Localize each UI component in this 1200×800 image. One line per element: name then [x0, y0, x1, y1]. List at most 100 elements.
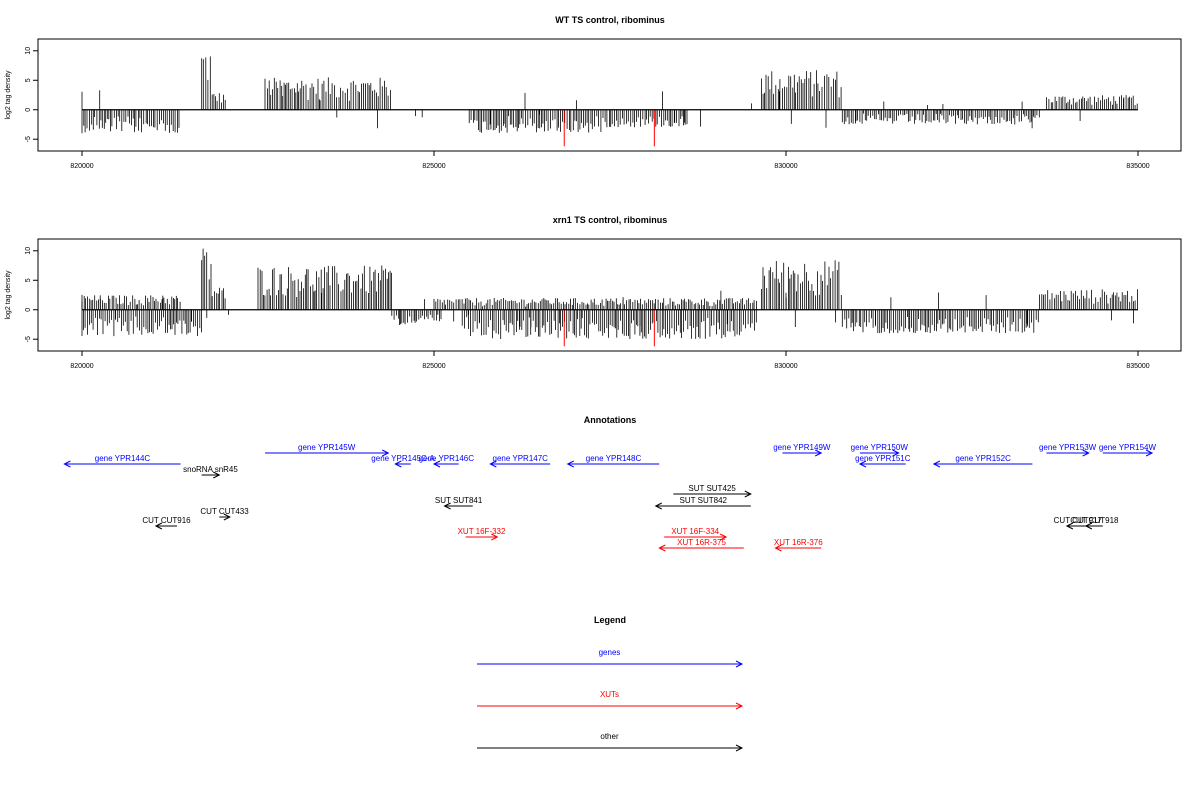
density-bars	[81, 56, 1138, 134]
y-tick-label: 10	[25, 47, 32, 55]
feature-label: gene YPR153W	[1039, 443, 1097, 452]
arrow-head	[566, 460, 574, 468]
annotation-feature: gene YPR150W	[851, 443, 908, 457]
arrow-head	[744, 490, 752, 498]
feature-label: SUT SUT425	[688, 484, 736, 493]
x-tick-label: 830000	[774, 163, 797, 170]
feature-label: gene YPR149W	[773, 443, 831, 452]
arrow-head	[932, 460, 941, 468]
y-tick-label: 0	[25, 308, 32, 312]
xrn1-density-panel: xrn1 TS control, ribominus log2 tag dens…	[5, 215, 1182, 370]
annotation-feature: CUT CUT916	[142, 516, 191, 530]
arrow-head	[774, 544, 782, 552]
legend: Legend genes XUTs other	[477, 615, 744, 752]
legend-item: genes	[477, 648, 744, 668]
x-axis: 820000 825000 830000 835000	[70, 151, 1150, 170]
feature-label: gene YPR146C	[419, 454, 475, 463]
feature-label: XUT 16F-334	[671, 527, 719, 536]
arrow-head	[491, 533, 499, 541]
annotation-feature: gene YPR149W	[773, 443, 831, 457]
legend-items: genes XUTs other	[477, 648, 744, 752]
x-tick-label: 820000	[70, 163, 93, 170]
annotation-feature: gene YPR148C	[566, 454, 660, 468]
feature-label: gene YPR154W	[1099, 443, 1157, 452]
annotation-feature: XUT 16F-332	[458, 527, 506, 541]
annotation-feature: CUT CUT433	[200, 507, 249, 521]
legend-label: XUTs	[600, 690, 619, 699]
arrow-head	[735, 702, 744, 710]
arrow-head	[814, 449, 823, 457]
panel-title: WT TS control, ribominus	[555, 15, 665, 25]
legend-item: other	[477, 732, 744, 752]
feature-label: gene YPR145C-A	[371, 454, 435, 463]
y-tick-label: -5	[25, 136, 32, 142]
feature-label: SUT SUT841	[435, 496, 483, 505]
legend-label: other	[600, 732, 619, 741]
arrow-head	[394, 460, 402, 468]
x-tick-label: 825000	[422, 363, 445, 370]
arrow-head	[213, 471, 221, 479]
annotation-feature: gene YPR153W	[1039, 443, 1097, 457]
annotation-feature: gene YPR144C	[63, 454, 181, 468]
feature-label: CUT CUT916	[142, 516, 191, 525]
feature-label: gene YPR145W	[298, 443, 356, 452]
arrow-head	[489, 460, 497, 468]
legend-title: Legend	[594, 615, 626, 625]
red-marker-lines	[563, 309, 655, 347]
feature-label: snoRNA snR45	[183, 465, 238, 474]
annotation-feature: XUT 16F-334	[664, 527, 728, 541]
y-tick-label: 5	[25, 78, 32, 82]
legend-label: genes	[599, 648, 621, 657]
feature-label: XUT 16F-332	[458, 527, 506, 536]
annotation-feature: SUT SUT841	[435, 496, 483, 510]
feature-label: gene YPR148C	[586, 454, 642, 463]
annotation-feature: CUT CUT918	[1070, 516, 1119, 530]
annotation-feature: SUT SUT425	[673, 484, 752, 498]
plot-frame	[37, 238, 1182, 352]
x-axis: 820000 825000 830000 835000	[70, 351, 1150, 370]
y-tick-label: -5	[25, 336, 32, 342]
arrow-head	[154, 522, 163, 530]
arrow-head	[735, 744, 744, 752]
x-tick-label: 830000	[774, 363, 797, 370]
annotation-feature: gene YPR151C	[855, 454, 911, 468]
arrow-head	[1082, 449, 1090, 457]
feature-label: XUT 16R-376	[774, 538, 823, 547]
annotation-feature: gene YPR152C	[932, 454, 1033, 468]
feature-label: CUT CUT917	[1054, 516, 1103, 525]
wt-density-panel: WT TS control, ribominus log2 tag densit…	[5, 15, 1182, 170]
annotation-feature: gene YPR145C-A	[371, 454, 435, 468]
plot-frame	[37, 38, 1182, 152]
annotation-feature: gene YPR147C	[489, 454, 551, 468]
annotation-feature: XUT 16R-376	[774, 538, 823, 552]
y-axis: -5 0 5 10	[25, 47, 38, 142]
arrow-head	[1145, 449, 1154, 457]
y-tick-label: 10	[25, 247, 32, 255]
arrow-head	[63, 460, 71, 468]
arrow-head	[432, 460, 441, 468]
arrow-head	[858, 460, 867, 468]
y-axis-label: log2 tag density	[5, 70, 12, 120]
annotation-feature: gene YPR145W	[265, 443, 390, 457]
feature-label: SUT SUT842	[680, 496, 728, 505]
arrow-head	[382, 449, 390, 457]
y-axis-label: log2 tag density	[5, 270, 12, 320]
y-tick-label: 0	[25, 108, 32, 112]
legend-item: XUTs	[477, 690, 744, 710]
feature-label: CUT CUT433	[200, 507, 249, 516]
feature-label: gene YPR152C	[955, 454, 1011, 463]
density-bars	[81, 248, 1138, 339]
y-axis: -5 0 5 10	[25, 247, 38, 342]
feature-label: gene YPR144C	[95, 454, 151, 463]
feature-label: gene YPR151C	[855, 454, 911, 463]
feature-label: CUT CUT918	[1070, 516, 1119, 525]
red-marker-lines	[563, 109, 655, 147]
arrow-head	[443, 502, 451, 510]
annotations-title: Annotations	[584, 415, 637, 425]
y-tick-label: 5	[25, 278, 32, 282]
arrow-head	[719, 533, 728, 541]
arrow-head	[1065, 522, 1074, 530]
panel-title: xrn1 TS control, ribominus	[553, 215, 668, 225]
